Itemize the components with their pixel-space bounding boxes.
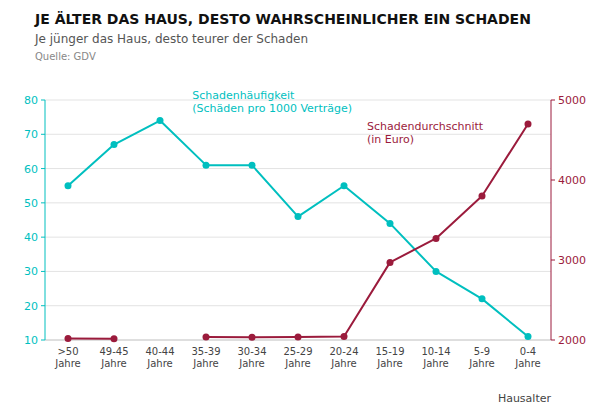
series-point [111,335,118,342]
subtitle: Je jünger das Haus, desto teurer der Sch… [34,32,308,46]
series-point [525,121,532,128]
y-tick [41,134,45,135]
series-point [65,335,72,342]
y-tick [41,271,45,272]
grid-line [45,168,551,169]
series-point [157,117,164,124]
y2-tick-label: 3000 [558,254,586,267]
series-point [295,213,302,220]
y2-tick-label: 4000 [558,174,586,187]
series-point [433,268,440,275]
y-tick [41,340,45,341]
series-point [203,162,210,169]
y2-axis [551,100,552,340]
x-axis-label: Hausalter [498,392,552,405]
x-tick-label: 49-45Jahre [99,346,128,369]
series-point [341,333,348,340]
y-tick [41,202,45,203]
series-point [65,182,72,189]
series-point [433,235,440,242]
series-label: Schadenhäufigkeit(Schäden pro 1000 Vertr… [192,89,352,115]
series-point [203,334,210,341]
source: Quelle: GDV [35,51,96,62]
series-line [68,124,528,339]
y-tick-label: 50 [24,197,38,210]
y-tick-label: 20 [24,300,38,313]
grid-line [45,100,551,101]
grid-line [45,134,551,135]
y-tick [41,168,45,169]
y-tick-label: 40 [24,231,38,244]
x-tick-label: 15-19Jahre [375,346,404,369]
y-tick-label: 60 [24,163,38,176]
series-point [111,141,118,148]
x-tick-label: >50Jahre [54,346,80,369]
chart: JE ÄLTER DAS HAUS, DESTO WAHRSCHEINLICHE… [0,0,606,416]
x-tick-label: 0-4Jahre [514,346,540,369]
y-tick-label: 10 [24,334,38,347]
title: JE ÄLTER DAS HAUS, DESTO WAHRSCHEINLICHE… [34,11,531,27]
grid-line [45,271,551,272]
grid-line [45,237,551,238]
x-tick-label: 25-29Jahre [283,346,312,369]
series-point [525,333,532,340]
series-line [68,121,528,337]
y2-tick [551,260,555,261]
series-point [249,334,256,341]
y2-tick-label: 2000 [558,334,586,347]
plot-area [65,117,532,342]
series-point [387,220,394,227]
series-point [479,193,486,200]
grid-line [45,305,551,306]
y-axis [45,100,46,340]
y-tick-label: 70 [24,128,38,141]
y-tick [41,100,45,101]
y2-tick [551,180,555,181]
series-point [387,259,394,266]
y-tick [41,305,45,306]
y2-tick [551,100,555,101]
y2-tick [551,340,555,341]
series-point [479,295,486,302]
series-point [249,162,256,169]
y-tick-label: 80 [24,94,38,107]
y2-tick-label: 5000 [558,94,586,107]
y-tick-label: 30 [24,265,38,278]
x-tick-label: 5-9Jahre [468,346,494,369]
x-tick-label: 10-14Jahre [421,346,450,369]
series-point [341,182,348,189]
series-label: Schadendurchschnitt(in Euro) [367,120,484,146]
x-tick-label: 35-39Jahre [191,346,220,369]
x-tick-label: 30-34Jahre [237,346,266,369]
y-tick [41,237,45,238]
series-point [295,334,302,341]
x-tick-label: 20-24Jahre [329,346,358,369]
x-tick-label: 40-44Jahre [145,346,174,369]
